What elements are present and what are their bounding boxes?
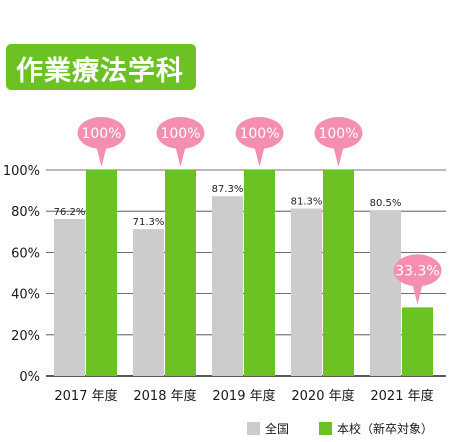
- legend-label-school: 本校（新卒対象）: [337, 421, 433, 436]
- legend-label-national: 全国: [265, 421, 289, 436]
- bar-school: [86, 170, 117, 376]
- callout-pointer: [253, 143, 266, 167]
- x-tick-label: 2018 年度: [133, 388, 196, 404]
- callout-bubble: [77, 117, 126, 149]
- legend-swatch-national: [247, 422, 260, 435]
- bar-national: [54, 219, 85, 376]
- x-tick-label: 2020 年度: [291, 388, 354, 404]
- data-label-school: 33.3%: [395, 263, 439, 279]
- data-label-national: 87.3%: [212, 184, 244, 195]
- x-tick-label: 2017 年度: [54, 388, 117, 404]
- bar-national: [370, 210, 401, 376]
- data-label-school: 100%: [160, 126, 200, 142]
- bar-school: [244, 170, 275, 376]
- bar-national: [291, 208, 322, 376]
- legend-swatch-school: [319, 422, 332, 435]
- y-tick-label: 80%: [11, 205, 40, 220]
- bar-school: [323, 170, 354, 376]
- callout-pointer: [95, 143, 108, 167]
- x-tick-label: 2019 年度: [212, 388, 275, 404]
- callout-bubble: [156, 117, 205, 149]
- data-label-national: 80.5%: [370, 198, 402, 209]
- y-tick-label: 0%: [19, 370, 40, 385]
- chart-title: 作業療法学科: [16, 56, 184, 87]
- data-label-school: 100%: [239, 126, 279, 142]
- callout-bubble: [393, 254, 442, 287]
- callout-pointer: [174, 143, 187, 167]
- title-badge: [6, 44, 196, 90]
- y-tick-label: 100%: [3, 164, 40, 179]
- bar-school: [165, 170, 196, 376]
- bar-school: [402, 307, 433, 376]
- callout-bubble: [235, 117, 284, 149]
- bar-national: [133, 229, 164, 376]
- y-tick-label: 20%: [11, 329, 40, 344]
- callout-bubble: [314, 117, 363, 149]
- y-tick-label: 60%: [11, 246, 40, 261]
- data-label-national: 81.3%: [291, 197, 323, 208]
- data-label-national: 76.2%: [54, 207, 86, 218]
- data-label-national: 71.3%: [133, 217, 165, 228]
- y-tick-label: 40%: [11, 288, 40, 303]
- data-label-school: 100%: [81, 126, 121, 142]
- callout-pointer: [332, 143, 345, 167]
- x-tick-label: 2021 年度: [370, 388, 433, 404]
- callout-pointer: [411, 280, 424, 305]
- data-label-school: 100%: [318, 126, 358, 142]
- bar-national: [212, 196, 243, 376]
